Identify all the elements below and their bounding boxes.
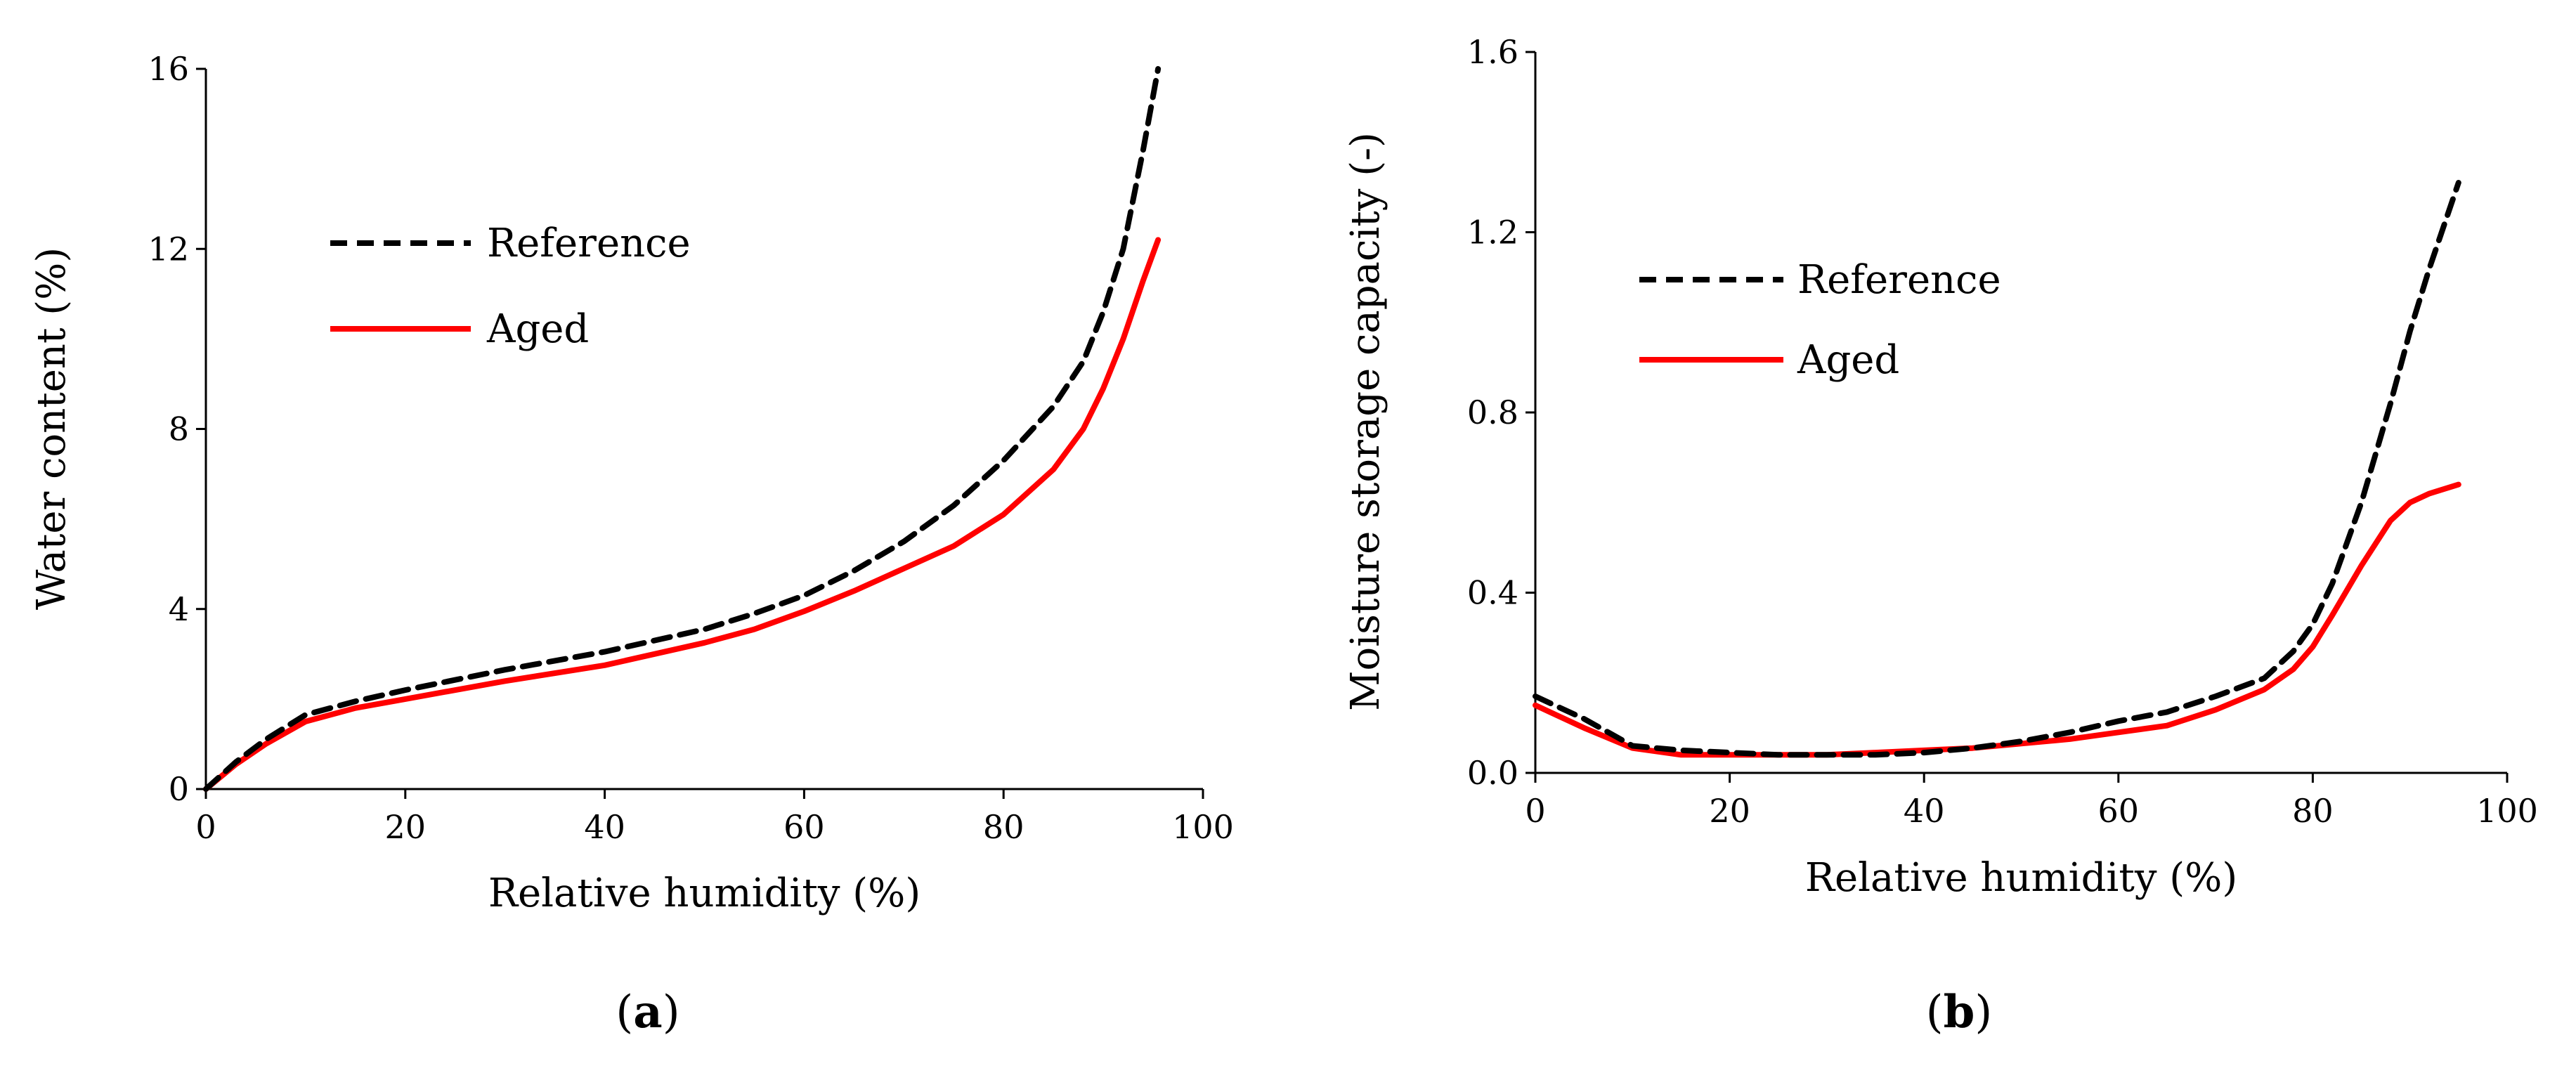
x-tick-label: 20: [1709, 792, 1750, 830]
y-tick-label: 0: [169, 770, 189, 808]
x-tick-label: 40: [1904, 792, 1945, 830]
x-tick-label: 0: [195, 808, 216, 846]
y-tick-label: 0.4: [1467, 574, 1518, 612]
y-tick-label: 1.6: [1467, 33, 1518, 71]
legend: Reference Aged: [330, 221, 691, 352]
series-line-reference: [1533, 180, 2461, 758]
series-line-aged: [203, 237, 1162, 792]
x-axis-title: Relative humidity (%): [488, 871, 921, 916]
legend-label-reference: Reference: [487, 221, 691, 266]
chart-panel-a: 0 4 8 12 16 0 20 40 60 80 100 Relative humidity (%)…: [29, 50, 1234, 1038]
y-tick-label: 4: [169, 590, 189, 628]
y-axis-title: Water content (%): [29, 247, 74, 610]
series-line-reference: [203, 66, 1162, 792]
panel-label: (a): [616, 986, 679, 1038]
x-tick-label: 100: [1172, 808, 1234, 846]
y-axis-title: Moisture storage capacity (-): [1343, 132, 1388, 711]
legend-label-reference: Reference: [1797, 257, 2001, 303]
panel-label-open: (: [616, 986, 633, 1038]
panel-label-letter: b: [1944, 986, 1975, 1038]
chart-panel-b: 0.0 0.4 0.8 1.2 1.6 0 20 40 60 80 100 Relative humi…: [1343, 33, 2538, 1038]
x-tick-label: 80: [983, 808, 1024, 846]
panel-label-open: (: [1926, 986, 1944, 1038]
y-tick-label: 12: [148, 230, 189, 268]
x-tick-label: 40: [584, 808, 625, 846]
x-tick-label: 0: [1525, 792, 1545, 830]
panel-label-close: ): [663, 986, 680, 1038]
legend: Reference Aged: [1639, 257, 2001, 383]
x-axis-title: Relative humidity (%): [1805, 855, 2237, 901]
x-tick-label: 100: [2476, 792, 2538, 830]
y-tick-label: 8: [169, 410, 189, 448]
x-tick-label: 60: [783, 808, 825, 846]
legend-label-aged: Aged: [1797, 337, 1899, 383]
y-tick-label: 1.2: [1467, 214, 1518, 252]
y-tick-label: 16: [148, 50, 189, 88]
legend-label-aged: Aged: [486, 306, 589, 352]
series-line-aged: [1533, 481, 2461, 758]
x-tick-label: 60: [2098, 792, 2140, 830]
y-tick-label: 0.8: [1467, 393, 1518, 431]
panel-label: (b): [1926, 986, 1993, 1038]
x-tick-label: 20: [385, 808, 427, 846]
x-tick-label: 80: [2292, 792, 2334, 830]
panel-label-close: ): [1975, 986, 1992, 1038]
panel-label-letter: a: [633, 986, 662, 1038]
y-tick-label: 0.0: [1467, 754, 1518, 792]
